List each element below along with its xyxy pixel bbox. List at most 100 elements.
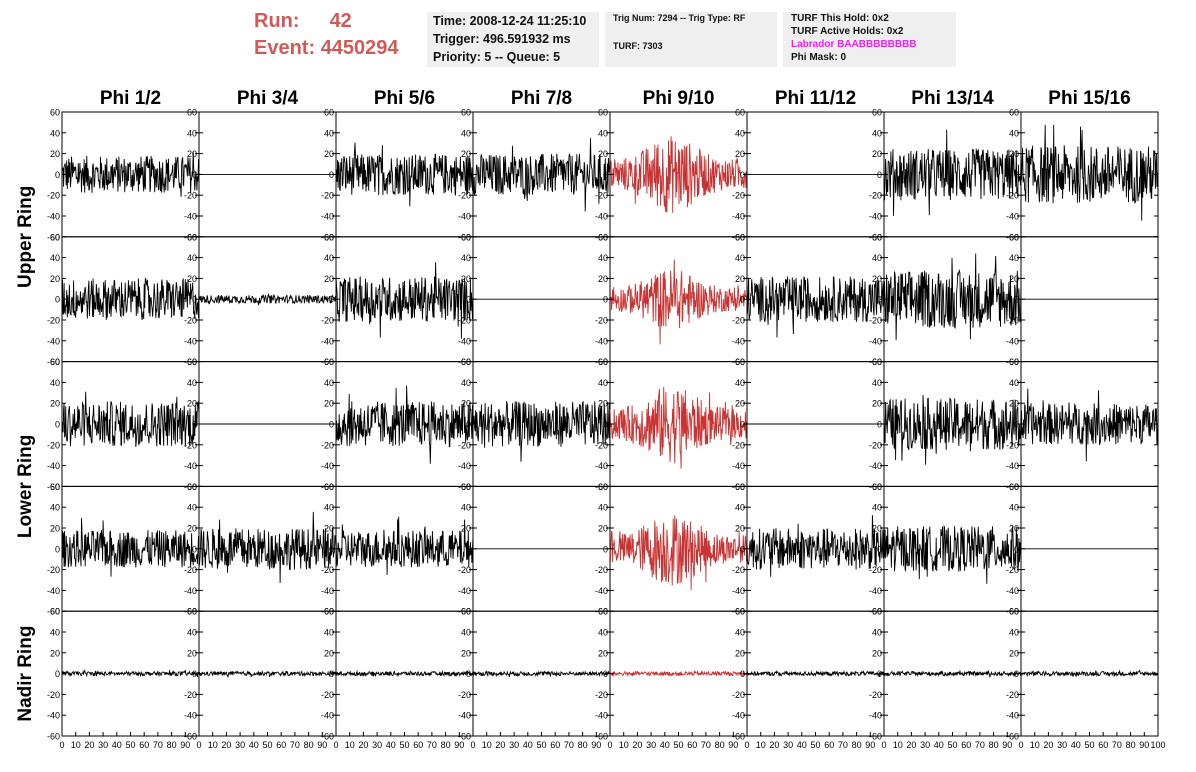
y-tick-label: -20 xyxy=(595,690,608,700)
y-tick-label: -60 xyxy=(184,732,197,742)
y-tick-label: -20 xyxy=(458,690,471,700)
y-tick-label: 60 xyxy=(598,108,608,118)
y-tick-label: 20 xyxy=(324,648,334,658)
y-tick-label: -60 xyxy=(732,232,745,242)
x-tick-label: 90 xyxy=(317,740,327,750)
y-tick-label: 20 xyxy=(872,399,882,409)
y-tick-label: -60 xyxy=(321,732,334,742)
y-tick-label: -60 xyxy=(869,482,882,492)
waveform-trace xyxy=(335,669,474,678)
y-tick-label: -20 xyxy=(1006,440,1019,450)
y-tick-label: 60 xyxy=(461,482,471,492)
x-tick-label: 80 xyxy=(441,740,451,750)
x-tick-label: 60 xyxy=(413,740,423,750)
y-tick-label: 0 xyxy=(466,669,471,679)
y-tick-label: 60 xyxy=(598,232,608,242)
x-tick-label: 40 xyxy=(797,740,807,750)
waveform-trace xyxy=(609,515,748,591)
y-tick-label: 40 xyxy=(735,628,745,638)
y-tick-label: 60 xyxy=(1009,108,1019,118)
x-tick-label: 60 xyxy=(824,740,834,750)
x-tick-label: 20 xyxy=(632,740,642,750)
x-tick-label: 80 xyxy=(167,740,177,750)
y-tick-label: -20 xyxy=(47,440,60,450)
y-tick-label: -60 xyxy=(1006,732,1019,742)
y-tick-label: -60 xyxy=(1006,357,1019,367)
y-tick-label: -20 xyxy=(869,565,882,575)
y-tick-label: 0 xyxy=(1014,544,1019,554)
y-tick-label: 0 xyxy=(329,295,334,305)
y-tick-label: -40 xyxy=(321,336,334,346)
y-tick-label: 40 xyxy=(598,378,608,388)
y-tick-label: 60 xyxy=(735,232,745,242)
waveform-trace xyxy=(746,276,885,338)
y-tick-label: -60 xyxy=(47,607,60,617)
y-tick-label: -20 xyxy=(595,440,608,450)
y-tick-label: -20 xyxy=(321,690,334,700)
row-label: Upper Ring xyxy=(15,186,36,288)
y-tick-label: 20 xyxy=(598,399,608,409)
y-tick-label: -40 xyxy=(184,212,197,222)
y-tick-label: -60 xyxy=(869,732,882,742)
y-tick-label: -20 xyxy=(1006,191,1019,201)
y-tick-label: 20 xyxy=(735,399,745,409)
y-tick-label: 0 xyxy=(603,295,608,305)
x-tick-label: 20 xyxy=(906,740,916,750)
x-tick-label: 10 xyxy=(345,740,355,750)
y-tick-label: -60 xyxy=(458,607,471,617)
waveform-trace xyxy=(61,391,200,447)
y-tick-label: 20 xyxy=(1009,524,1019,534)
y-tick-label: -60 xyxy=(732,732,745,742)
column-title: Phi 5/6 xyxy=(374,88,435,109)
y-tick-label: 0 xyxy=(192,295,197,305)
y-tick-label: 60 xyxy=(50,482,60,492)
waveform-trace xyxy=(335,142,474,207)
x-tick-label: 0 xyxy=(470,740,475,750)
y-tick-label: 20 xyxy=(461,648,471,658)
y-tick-label: 0 xyxy=(466,170,471,180)
y-tick-label: -60 xyxy=(321,232,334,242)
row-label: Nadir Ring xyxy=(15,626,36,722)
x-tick-label: 60 xyxy=(961,740,971,750)
x-tick-label: 90 xyxy=(180,740,190,750)
column-title: Phi 7/8 xyxy=(511,88,572,109)
y-tick-label: 0 xyxy=(877,420,882,430)
y-tick-label: 60 xyxy=(872,108,882,118)
y-tick-label: -40 xyxy=(1006,336,1019,346)
waveform-trace xyxy=(198,511,337,584)
y-tick-label: -20 xyxy=(458,440,471,450)
y-tick-label: 40 xyxy=(1009,253,1019,263)
y-tick-label: 0 xyxy=(1014,170,1019,180)
y-tick-label: -40 xyxy=(595,212,608,222)
waveform-trace xyxy=(1020,124,1159,221)
waveform-trace xyxy=(61,151,200,197)
trig-num-text: Trig Num: 7294 -- Trig Type: RF xyxy=(613,13,746,23)
y-tick-label: 60 xyxy=(187,607,197,617)
y-tick-label: -20 xyxy=(1006,565,1019,575)
y-tick-label: 60 xyxy=(598,357,608,367)
waveform-trace xyxy=(472,138,611,212)
y-tick-label: 40 xyxy=(50,628,60,638)
y-tick-label: -40 xyxy=(47,711,60,721)
y-tick-label: -20 xyxy=(184,690,197,700)
y-tick-label: 40 xyxy=(187,128,197,138)
run-label: Run: xyxy=(254,10,300,32)
y-tick-label: -20 xyxy=(458,565,471,575)
y-tick-label: 40 xyxy=(872,253,882,263)
x-tick-label: 30 xyxy=(235,740,245,750)
y-tick-label: 60 xyxy=(324,232,334,242)
y-tick-label: -40 xyxy=(595,461,608,471)
x-tick-label: 40 xyxy=(386,740,396,750)
y-tick-label: 40 xyxy=(461,128,471,138)
y-tick-label: 20 xyxy=(735,149,745,159)
x-tick-label: 50 xyxy=(125,740,135,750)
time-info-box: Time: 2008-12-24 11:25:10 Trigger: 496.5… xyxy=(427,12,599,67)
y-tick-label: -60 xyxy=(869,232,882,242)
y-tick-label: -40 xyxy=(732,336,745,346)
y-tick-label: 40 xyxy=(872,378,882,388)
y-tick-label: 60 xyxy=(50,607,60,617)
x-tick-label: 10 xyxy=(1030,740,1040,750)
y-tick-label: 40 xyxy=(324,503,334,513)
y-tick-label: -40 xyxy=(732,586,745,596)
